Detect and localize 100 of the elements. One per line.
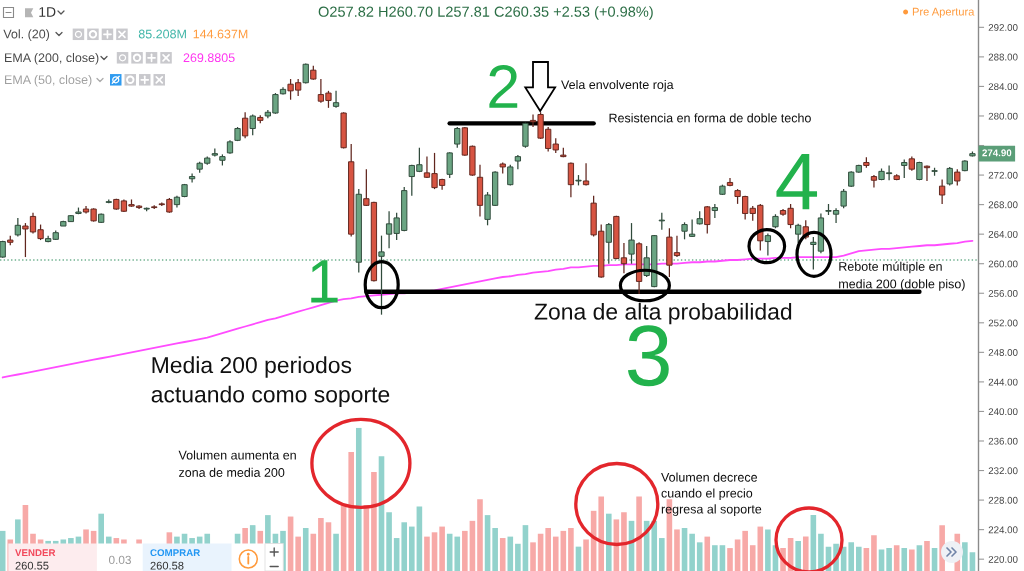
bar [712,545,718,571]
y-tick-label: 252.00 [988,319,1018,327]
y-tick-label: 292.00 [988,24,1018,31]
candlestick [870,174,878,189]
bar [545,528,551,571]
bar [462,530,468,571]
y-tick-label: 236.00 [988,437,1018,445]
bar [552,536,559,571]
candlestick [522,121,529,149]
bar [355,427,362,571]
candlestick [188,172,196,184]
bar [431,532,438,571]
bar [568,528,574,571]
bar [515,543,521,571]
y-tick-label: 264.00 [988,230,1018,238]
bar [742,530,748,571]
y-tick-label: 268.00 [988,201,1018,209]
bar [765,529,771,571]
annotation: Vol. (20) [3,29,50,41]
bar [909,549,915,571]
y-tick-label: 272.00 [988,171,1018,179]
bar [295,536,301,571]
bar [886,548,892,571]
candlestick [901,158,908,179]
candlestick [840,188,847,209]
annotation: 144.637M [193,29,248,39]
annotation: 274.90 [982,149,1012,157]
y-tick-label: 224.00 [988,526,1018,534]
bar [386,512,392,571]
bar [371,472,377,571]
bar [499,538,506,571]
bar [704,536,711,571]
candlestick [454,126,461,149]
annotation: 2 [489,65,518,108]
bar [302,528,309,571]
bar [969,552,976,571]
bar [855,546,862,571]
bar [696,542,703,571]
bar [530,542,536,571]
candlestick [249,113,256,136]
bar [492,528,498,571]
annotation: O257.82 H260.70 L257.81 C260.35 +2.53 (+0.98%) [318,6,653,20]
annotation: Resistencia en forma de doble techo [609,113,811,123]
candlestick [332,90,340,109]
bar [605,513,612,571]
annotation: COMPRAR [150,549,201,557]
candlestick [241,111,249,139]
annotation: 4 [776,153,818,210]
annotation: 0.03 [108,555,131,565]
y-tick-label: 240.00 [988,408,1018,416]
chart-title: 1D [39,7,56,17]
annotation: Volumen aumenta en zona de media 200 [178,450,296,477]
bar [598,496,605,571]
annotation: 260.55 [15,561,49,570]
y-tick-label: 260.00 [988,260,1018,268]
bar [325,522,332,571]
y-tick-label: 284.00 [988,83,1018,91]
y-tick-label: 256.00 [988,289,1018,297]
candlestick [567,161,575,198]
bar [0,530,6,571]
annotation: EMA (50, close) [5,74,92,87]
candlestick [446,151,453,179]
y-tick-label: 248.00 [988,349,1018,356]
bar [749,545,756,571]
annotation: VENDER [15,549,56,556]
annotation: EMA (200, close) [5,52,99,65]
bar [333,533,339,571]
bar [727,548,733,571]
bar [916,545,923,571]
bar [583,539,589,571]
bar [439,526,445,571]
y-tick-label: 220.00 [988,555,1018,563]
annotation: 85.208M [138,29,186,39]
y-tick-label: 244.00 [988,378,1018,386]
bar [795,540,801,571]
annotation: 269.8805 [183,53,235,63]
bar [818,533,824,571]
annotation: Media 200 periodos actuando como soporte [151,356,390,408]
bar [719,545,726,571]
bar [962,542,968,571]
y-tick-label: 280.00 [988,112,1018,120]
bar [924,540,930,571]
bar [454,536,461,571]
annotation: Rebote múltiple en media 200 (doble piso) [839,261,965,291]
bar [409,526,415,571]
bar [348,452,354,571]
annotation: 1 [311,260,338,303]
candlestick [688,218,696,238]
bar [507,536,514,571]
bar [318,517,324,571]
candlestick [938,178,946,205]
annotation: Volumen decrece cuando el precio regresa al soporte [661,472,762,516]
bar [636,496,642,571]
bar [674,529,680,571]
bar [689,533,695,571]
annotation: Zona de alta probabilidad [534,302,792,325]
bar [802,536,809,571]
bar [651,520,658,571]
bar [659,538,665,571]
bar [424,536,430,571]
